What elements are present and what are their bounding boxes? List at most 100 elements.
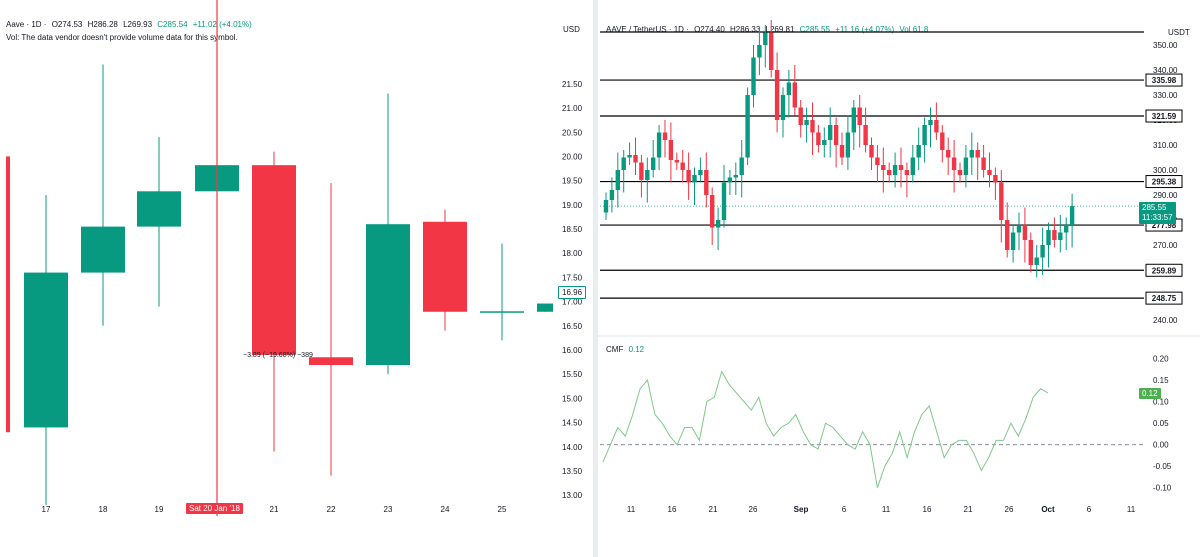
y-tick-label: 270.00 xyxy=(1153,241,1178,250)
candle-body xyxy=(621,157,626,170)
candle-body xyxy=(875,157,880,165)
x-tick-label: 21 xyxy=(964,505,973,514)
left-last-price-label: 16.96 xyxy=(558,286,587,299)
y-tick-label: 16.00 xyxy=(562,346,583,355)
x-tick-label: Oct xyxy=(1041,505,1055,514)
candle-body xyxy=(603,200,609,213)
candle-body xyxy=(1034,257,1039,265)
y-tick-label: 310.00 xyxy=(1153,141,1178,150)
candle-body xyxy=(704,170,709,195)
candle-body xyxy=(668,140,674,160)
candle-body xyxy=(828,125,833,140)
candle-body xyxy=(1010,232,1016,250)
right-chart-panel[interactable]: AAVE / TetherUS · 1D · O274.40 H286.33 L… xyxy=(598,0,1200,557)
left-currency-label: USD xyxy=(563,25,580,34)
y-tick-label: 330.00 xyxy=(1153,91,1178,100)
cmf-header: CMF 0.12 xyxy=(606,345,647,354)
candle-body xyxy=(680,162,685,170)
candle-body xyxy=(981,157,986,170)
candle-body xyxy=(423,221,467,312)
candle-body xyxy=(1028,240,1033,265)
candle-body xyxy=(662,132,668,140)
left-chart-panel[interactable]: Aave · 1D · O274.53 H286.28 L269.93 C285… xyxy=(0,0,593,557)
candle-body xyxy=(928,120,933,125)
candle-body xyxy=(822,140,827,145)
y-tick-label: 18.00 xyxy=(562,249,583,258)
y-tick-label: 340.00 xyxy=(1153,66,1178,75)
candle-body xyxy=(24,272,68,428)
candle-body xyxy=(869,145,874,158)
left-high: H286.28 xyxy=(87,20,118,29)
y-tick-label: 19.00 xyxy=(562,201,583,210)
candle-body xyxy=(1058,232,1063,240)
y-tick-label: 19.50 xyxy=(562,177,583,186)
candle-body xyxy=(786,82,792,95)
cmf-y-tick-label: -0.05 xyxy=(1153,462,1172,471)
candle-body xyxy=(969,150,974,158)
candle-body xyxy=(480,311,524,313)
y-tick-label: 350.00 xyxy=(1153,41,1178,50)
candle-body xyxy=(904,170,910,175)
candle-body xyxy=(833,125,839,145)
candle-body xyxy=(975,150,980,158)
candle-body xyxy=(780,95,786,120)
candle-body xyxy=(910,157,915,175)
x-tick-label: 18 xyxy=(99,505,108,514)
candle-body xyxy=(1016,225,1022,233)
candle-body xyxy=(804,120,809,125)
candle-body xyxy=(863,125,868,145)
candle-body xyxy=(252,165,296,355)
cmf-value: 0.12 xyxy=(628,345,645,354)
candle-body xyxy=(881,165,886,170)
candle-body xyxy=(1046,230,1051,245)
right-currency-label: USDT xyxy=(1168,28,1190,37)
right-candlestick-chart[interactable]: 240.00250.00260.00270.00280.00290.00300.… xyxy=(598,0,1200,557)
candle-body xyxy=(792,82,797,108)
candle-body xyxy=(934,120,939,133)
candle-body xyxy=(733,175,738,178)
left-open: O274.53 xyxy=(51,20,83,29)
y-tick-label: 14.50 xyxy=(562,419,583,428)
x-tick-label: 16 xyxy=(923,505,932,514)
left-candlestick-chart[interactable]: 13.00 13.50 14.00 14.50 15.00 15.50 16.00 16.50… xyxy=(0,0,593,557)
x-tick-label: 19 xyxy=(155,505,164,514)
candle-body xyxy=(999,182,1004,220)
candle-body xyxy=(692,175,697,183)
y-tick-label: 17.00 xyxy=(562,298,583,307)
candle-body xyxy=(721,182,727,220)
candle-body xyxy=(810,120,815,133)
y-tick-label: 20.00 xyxy=(562,152,583,161)
level-label: 335.98 xyxy=(1152,76,1177,85)
y-tick-label: 21.50 xyxy=(562,80,583,89)
candle-body xyxy=(946,150,951,158)
candle-body xyxy=(727,177,733,183)
candle-body xyxy=(957,170,963,175)
level-label-box xyxy=(1145,109,1183,123)
x-tick-label: 11 xyxy=(882,505,891,514)
left-change: +11.02 (+4.01%) xyxy=(192,20,252,29)
candle-body xyxy=(951,157,957,170)
candle-body xyxy=(656,132,662,158)
level-label-box xyxy=(1145,73,1183,87)
candle-body xyxy=(639,162,644,180)
candle-body xyxy=(987,170,992,175)
right-change: +11.16 (+4.07%) xyxy=(835,25,895,34)
candle-body xyxy=(898,165,904,170)
candle-body xyxy=(922,125,927,145)
candle-body xyxy=(715,220,721,228)
left-close: C285.54 xyxy=(157,20,188,29)
candle-body xyxy=(698,170,703,175)
candle-body xyxy=(1064,225,1069,233)
candle-body xyxy=(1052,230,1057,240)
candle-body xyxy=(774,70,780,120)
right-low: L269.81 xyxy=(765,25,795,34)
candle-body xyxy=(1040,245,1045,258)
level-label-box xyxy=(1145,175,1183,189)
candle-body xyxy=(940,132,945,150)
candle-body xyxy=(651,157,656,170)
y-tick-label: 15.50 xyxy=(562,370,583,379)
cmf-y-tick-label: -0.10 xyxy=(1153,484,1172,493)
candle-body xyxy=(537,303,553,312)
candle-body xyxy=(1005,220,1010,250)
y-tick-label: 16.50 xyxy=(562,322,583,331)
